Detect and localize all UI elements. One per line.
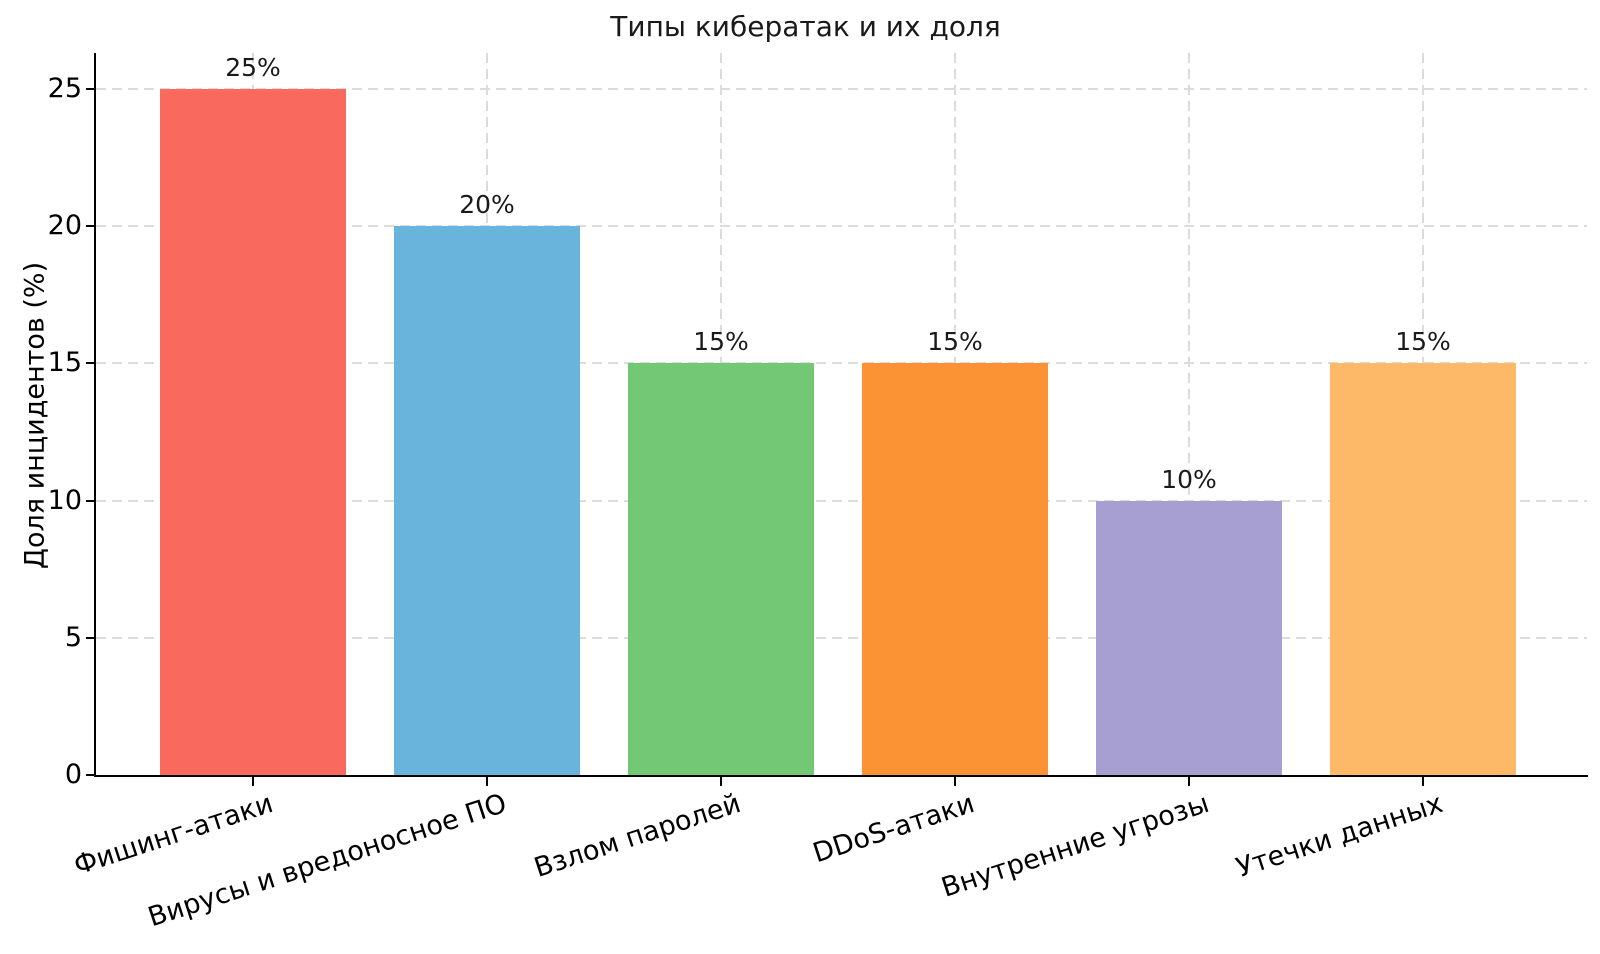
x-tick-mark <box>954 777 956 786</box>
bar <box>394 226 580 775</box>
y-tick-label: 0 <box>64 759 82 790</box>
bar-value-label: 15% <box>693 327 749 357</box>
y-tick-label: 20 <box>47 210 82 242</box>
x-tick-label: Утечки данных <box>1232 788 1447 884</box>
x-tick-mark <box>1422 777 1424 786</box>
x-tick-mark <box>1188 777 1190 786</box>
h-gridline <box>96 499 1587 502</box>
x-tick-label: Фишинг-атаки <box>69 788 277 882</box>
bar-value-label: 10% <box>1161 464 1217 494</box>
bar <box>862 363 1048 775</box>
bar <box>1096 500 1282 775</box>
y-tick-label: 25 <box>47 73 82 104</box>
bar <box>628 363 814 775</box>
y-tick-mark <box>86 499 95 502</box>
y-tick-mark <box>86 88 95 90</box>
y-tick-mark <box>86 774 95 776</box>
y-axis-spine <box>94 53 96 777</box>
bar-value-label: 25% <box>225 53 281 82</box>
h-gridline <box>96 88 1587 90</box>
y-tick-mark <box>86 225 95 228</box>
y-tick-mark <box>86 636 95 639</box>
x-tick-label: Внутренние угрозы <box>937 788 1213 904</box>
x-tick-mark <box>252 777 254 786</box>
x-tick-mark <box>720 777 722 786</box>
bar-value-label: 15% <box>927 327 983 357</box>
h-gridline <box>96 362 1587 365</box>
x-tick-label: DDoS-атаки <box>809 788 979 870</box>
v-gridline <box>1188 53 1190 775</box>
chart-title: Типы кибератак и их доля <box>610 10 1001 43</box>
x-tick-mark <box>486 777 488 786</box>
y-tick-label: 15 <box>47 347 82 379</box>
x-axis-spine <box>94 775 1588 777</box>
y-tick-label: 10 <box>47 484 82 516</box>
bar <box>160 89 346 775</box>
x-tick-label: Взлом паролей <box>530 788 745 884</box>
bar-value-label: 20% <box>459 190 515 220</box>
h-gridline <box>96 225 1587 228</box>
h-gridline <box>96 636 1587 639</box>
y-axis-label: Доля инцидентов (%) <box>19 261 51 570</box>
y-tick-label: 5 <box>64 621 82 653</box>
bar-value-label: 15% <box>1395 327 1451 357</box>
y-tick-mark <box>86 362 95 365</box>
bar <box>1330 363 1516 775</box>
